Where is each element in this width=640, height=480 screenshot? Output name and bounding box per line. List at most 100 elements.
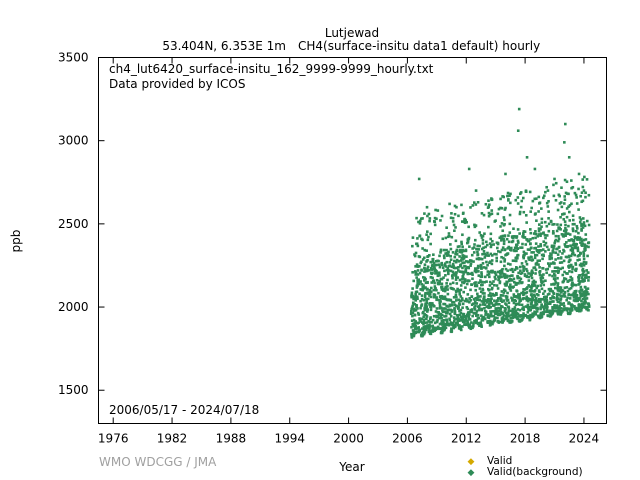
data-point [449, 286, 453, 290]
data-point [586, 254, 589, 258]
data-point [413, 309, 416, 312]
data-point [518, 192, 522, 196]
data-point [546, 314, 549, 317]
data-point [431, 302, 434, 305]
data-point [445, 226, 448, 229]
data-point [416, 237, 419, 240]
data-point [530, 259, 534, 262]
data-point [574, 229, 578, 233]
data-point [502, 239, 506, 243]
data-point [486, 313, 490, 316]
data-point [552, 309, 556, 313]
data-point [564, 191, 568, 195]
data-point [415, 304, 418, 307]
data-point [584, 191, 587, 195]
data-point [556, 311, 560, 315]
data-point [575, 298, 579, 301]
data-point [549, 252, 552, 255]
data-point [490, 287, 494, 291]
x-tick-label: 2000 [333, 432, 364, 446]
data-point [520, 314, 523, 317]
data-point [419, 217, 423, 221]
data-point [424, 291, 427, 295]
data-point [465, 313, 469, 317]
data-point [576, 258, 579, 262]
data-point [580, 276, 584, 279]
data-point [499, 299, 502, 303]
data-point [438, 303, 442, 306]
data-point [480, 257, 484, 261]
data-point [468, 325, 471, 329]
data-point [518, 232, 521, 235]
data-point [424, 281, 428, 285]
data-point [553, 306, 556, 309]
data-point [490, 254, 494, 257]
data-point [504, 317, 507, 320]
data-point [496, 302, 499, 306]
data-point [459, 299, 463, 303]
data-point [505, 281, 508, 285]
data-point [452, 223, 456, 227]
data-point [519, 246, 522, 249]
data-point [454, 295, 457, 299]
data-point [500, 237, 504, 241]
data-point [542, 273, 545, 276]
data-point [455, 266, 459, 270]
data-point [513, 311, 516, 315]
data-point [478, 231, 481, 234]
data-point [565, 228, 568, 232]
data-point [425, 317, 428, 321]
data-point [541, 305, 545, 309]
data-point [458, 313, 462, 317]
data-point [557, 256, 560, 260]
data-point [556, 271, 560, 274]
data-point [516, 129, 520, 132]
data-point [424, 303, 427, 306]
data-point [474, 304, 477, 308]
data-point [492, 243, 495, 246]
data-point [432, 253, 435, 256]
data-point [533, 295, 537, 298]
data-point [507, 311, 510, 315]
data-point [432, 220, 436, 223]
data-point [582, 189, 586, 192]
data-point [577, 187, 580, 191]
data-point [540, 253, 544, 257]
data-point [411, 329, 415, 332]
data-point [463, 261, 466, 264]
data-point [525, 299, 529, 302]
data-point [431, 328, 435, 332]
data-point [418, 222, 422, 225]
data-point [480, 265, 483, 268]
data-point [458, 250, 462, 254]
data-point [440, 288, 444, 291]
data-point [510, 267, 514, 271]
data-point [537, 195, 541, 199]
data-point [435, 217, 438, 221]
data-point [583, 276, 587, 279]
data-point [423, 306, 426, 310]
data-point [531, 297, 535, 300]
data-point [459, 288, 463, 292]
data-point [570, 202, 573, 206]
data-point [425, 315, 429, 318]
data-point [555, 306, 559, 310]
data-point [571, 185, 575, 189]
data-point [571, 284, 574, 288]
data-point [519, 205, 523, 209]
data-point [522, 268, 525, 271]
data-point [522, 306, 525, 309]
data-point [556, 223, 559, 226]
data-point [571, 227, 575, 230]
data-point [470, 259, 473, 263]
data-point [503, 234, 507, 237]
data-point [527, 239, 531, 243]
data-point [483, 280, 486, 284]
data-point [587, 305, 591, 308]
data-point [570, 277, 574, 280]
data-point [551, 223, 554, 226]
data-point [558, 250, 562, 253]
data-point [522, 254, 526, 257]
data-point [421, 327, 424, 330]
data-point [537, 229, 541, 233]
